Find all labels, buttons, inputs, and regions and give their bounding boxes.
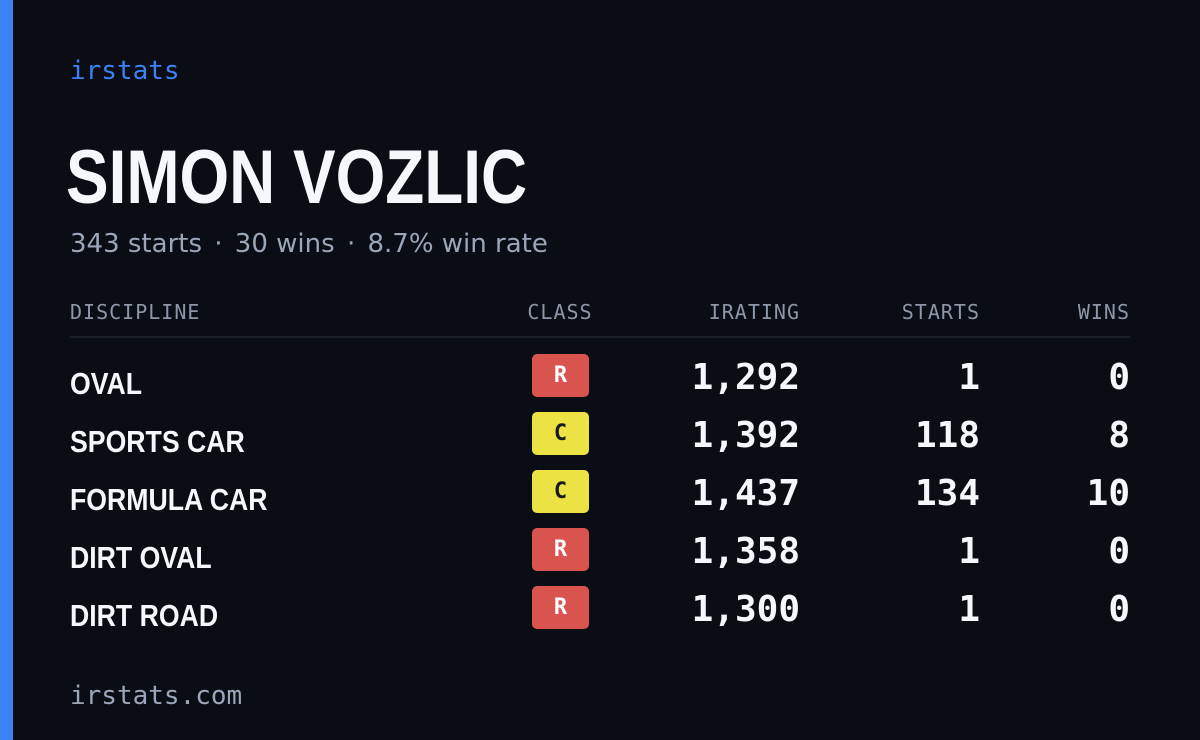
brand-logo-text: irstats: [70, 56, 180, 86]
table-row: DIRT ROAD R 1,300 1 0: [70, 586, 1130, 644]
total-wins: 30 wins: [234, 229, 335, 259]
table-row: SPORTS CAR C 1,392 118 8: [70, 412, 1130, 470]
discipline-name: DIRT ROAD: [70, 598, 219, 633]
discipline-name: FORMULA CAR: [70, 482, 268, 517]
table-body: OVAL R 1,292 1 0 SPORTS CAR C 1,392 118 …: [70, 338, 1130, 644]
footer-url: irstats.com: [70, 681, 243, 711]
starts-value: 1: [958, 357, 980, 398]
license-class-badge: C: [532, 412, 589, 455]
irating-value: 1,437: [691, 473, 800, 514]
license-class-badge: R: [532, 586, 589, 629]
starts-value: 134: [914, 473, 980, 514]
win-rate: 8.7% win rate: [367, 229, 548, 259]
header-starts: STARTS: [901, 300, 980, 324]
irating-value: 1,358: [691, 531, 800, 572]
discipline-name: SPORTS CAR: [70, 424, 245, 459]
wins-value: 8: [1108, 415, 1130, 456]
irating-value: 1,292: [691, 357, 800, 398]
wins-value: 0: [1108, 357, 1130, 398]
license-class-badge: R: [532, 354, 589, 397]
header-class: CLASS: [527, 300, 593, 324]
separator-dot: ·: [346, 229, 356, 259]
driver-name: SIMON VOZLIC: [66, 135, 528, 220]
irating-value: 1,300: [691, 589, 800, 630]
header-irating: IRATING: [708, 300, 800, 324]
irating-value: 1,392: [691, 415, 800, 456]
starts-value: 118: [914, 415, 980, 456]
starts-value: 1: [958, 589, 980, 630]
wins-value: 0: [1108, 589, 1130, 630]
separator-dot: ·: [214, 229, 223, 259]
table-row: OVAL R 1,292 1 0: [70, 354, 1130, 412]
starts-value: 1: [958, 531, 980, 572]
license-class-badge: R: [532, 528, 589, 571]
table-row: FORMULA CAR C 1,437 134 10: [70, 470, 1130, 528]
table-header: DISCIPLINE CLASS IRATING STARTS WINS: [70, 298, 1130, 338]
discipline-table: DISCIPLINE CLASS IRATING STARTS WINS OVA…: [70, 298, 1130, 644]
driver-summary: 343 starts · 30 wins · 8.7% win rate: [70, 229, 548, 259]
license-class-badge: C: [532, 470, 589, 513]
total-starts: 343 starts: [70, 229, 202, 259]
discipline-name: DIRT OVAL: [70, 540, 212, 575]
wins-value: 0: [1108, 531, 1130, 572]
header-wins: WINS: [1077, 300, 1130, 324]
header-discipline: DISCIPLINE: [70, 300, 201, 324]
accent-bar: [0, 0, 13, 740]
discipline-name: OVAL: [70, 366, 143, 401]
wins-value: 10: [1086, 473, 1130, 514]
table-row: DIRT OVAL R 1,358 1 0: [70, 528, 1130, 586]
